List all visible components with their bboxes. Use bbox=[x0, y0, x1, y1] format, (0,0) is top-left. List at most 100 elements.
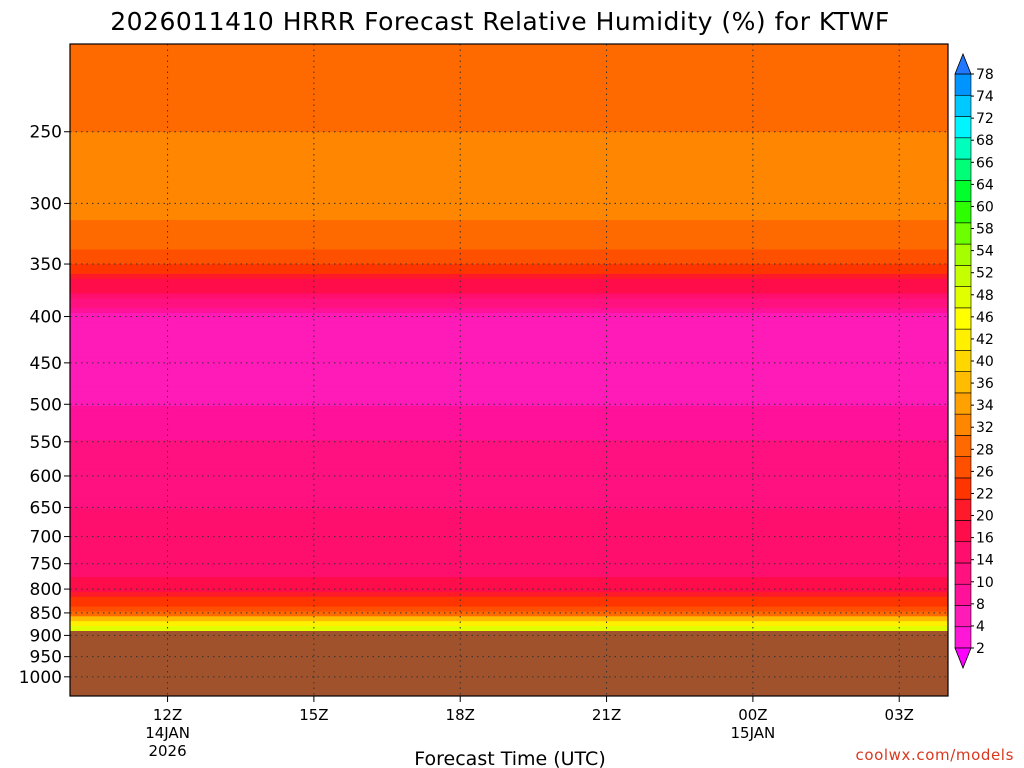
colorbar-label: 10 bbox=[976, 575, 994, 591]
rh-band bbox=[70, 220, 948, 226]
rh-band bbox=[70, 405, 948, 412]
colorbar-swatch bbox=[954, 286, 972, 309]
rh-band bbox=[70, 601, 948, 608]
rh-band bbox=[70, 396, 948, 402]
rh-band bbox=[70, 88, 948, 94]
colorbar-swatch bbox=[954, 413, 972, 436]
chart-title: 2026011410 HRRR Forecast Relative Humidi… bbox=[110, 7, 890, 36]
rh-band bbox=[70, 503, 948, 510]
colorbar-swatch bbox=[954, 350, 972, 372]
colorbar-swatch bbox=[954, 328, 972, 351]
rh-band bbox=[70, 180, 948, 187]
rh-band bbox=[70, 259, 948, 265]
colorbar-label: 58 bbox=[976, 222, 994, 238]
rh-band bbox=[70, 224, 948, 231]
rh-band bbox=[70, 278, 948, 285]
colorbar-swatch bbox=[954, 626, 972, 649]
colorbar-label: 42 bbox=[976, 332, 994, 348]
rh-band bbox=[70, 342, 948, 348]
rh-band bbox=[70, 44, 948, 50]
rh-band bbox=[70, 78, 948, 84]
rh-band bbox=[70, 58, 948, 65]
rh-band bbox=[70, 229, 948, 236]
rh-band bbox=[70, 254, 948, 260]
rh-band bbox=[70, 518, 948, 524]
rh-band bbox=[70, 401, 948, 407]
colorbar-swatch bbox=[954, 541, 972, 564]
rh-band bbox=[70, 176, 948, 182]
colorbar-label: 32 bbox=[976, 420, 994, 436]
rh-band bbox=[70, 494, 948, 500]
rh-band bbox=[70, 386, 948, 392]
x-tick-label: 00Z bbox=[738, 706, 767, 724]
rh-band bbox=[70, 68, 948, 74]
rh-band bbox=[70, 606, 948, 613]
rh-band bbox=[70, 48, 948, 55]
rh-band bbox=[70, 523, 948, 529]
rh-band bbox=[70, 322, 948, 329]
colorbar-swatch bbox=[954, 222, 972, 245]
rh-band bbox=[70, 97, 948, 104]
colorbar-label: 8 bbox=[976, 597, 985, 613]
colorbar-label: 78 bbox=[976, 67, 994, 83]
colorbar-swatch bbox=[954, 265, 972, 287]
rh-band bbox=[70, 53, 948, 60]
colorbar-label: 28 bbox=[976, 442, 994, 458]
x-tick-date-label: 15JAN bbox=[731, 724, 776, 742]
rh-band bbox=[70, 440, 948, 446]
x-tick-label: 12Z bbox=[153, 706, 182, 724]
rh-band bbox=[70, 464, 948, 471]
rh-band bbox=[70, 552, 948, 559]
colorbar-label: 48 bbox=[976, 288, 994, 304]
y-tick-label: 650 bbox=[30, 498, 62, 518]
rh-band bbox=[70, 508, 948, 515]
rh-band bbox=[70, 308, 948, 314]
rh-band bbox=[70, 425, 948, 432]
colorbar-label: 4 bbox=[976, 619, 985, 635]
rh-band bbox=[70, 591, 948, 598]
colorbar-swatch bbox=[954, 73, 972, 96]
rh-band bbox=[70, 567, 948, 573]
rh-band bbox=[70, 582, 948, 588]
colorbar-label: 46 bbox=[976, 310, 994, 326]
rh-band bbox=[70, 445, 948, 451]
colorbar-label: 66 bbox=[976, 155, 994, 171]
colorbar-label: 20 bbox=[976, 509, 994, 525]
rh-band bbox=[70, 435, 948, 441]
colorbar-swatch bbox=[954, 477, 972, 500]
colorbar-label: 74 bbox=[976, 89, 994, 105]
rh-band bbox=[70, 572, 948, 578]
colorbar-swatch bbox=[954, 116, 972, 139]
rh-band bbox=[70, 391, 948, 397]
rh-band bbox=[70, 420, 948, 427]
colorbar-swatch bbox=[954, 562, 972, 585]
plot-frame bbox=[69, 43, 949, 697]
y-tick-label: 400 bbox=[30, 308, 62, 328]
rh-band bbox=[70, 484, 948, 490]
rh-band bbox=[70, 249, 948, 255]
rh-band bbox=[70, 205, 948, 211]
rh-band bbox=[70, 215, 948, 221]
y-tick-label: 800 bbox=[30, 580, 62, 600]
rh-band bbox=[70, 498, 948, 505]
rh-band bbox=[70, 166, 948, 172]
rh-band bbox=[70, 244, 948, 251]
rh-band bbox=[70, 269, 948, 275]
rh-band bbox=[70, 264, 948, 270]
rh-band bbox=[70, 562, 948, 569]
colorbar-label: 22 bbox=[976, 486, 994, 502]
rh-band bbox=[70, 190, 948, 197]
grid-lines bbox=[70, 44, 948, 696]
rh-band bbox=[70, 293, 948, 299]
rh-band bbox=[70, 352, 948, 358]
rh-band bbox=[70, 357, 948, 363]
x-tick-label: 03Z bbox=[885, 706, 914, 724]
y-tick-label: 500 bbox=[30, 395, 62, 415]
rh-band bbox=[70, 327, 948, 334]
rh-band bbox=[70, 621, 948, 627]
y-tick-label: 450 bbox=[30, 354, 62, 374]
rh-band bbox=[70, 234, 948, 241]
colorbar-swatch bbox=[954, 520, 972, 543]
rh-band bbox=[70, 586, 948, 593]
rh-band bbox=[70, 298, 948, 304]
